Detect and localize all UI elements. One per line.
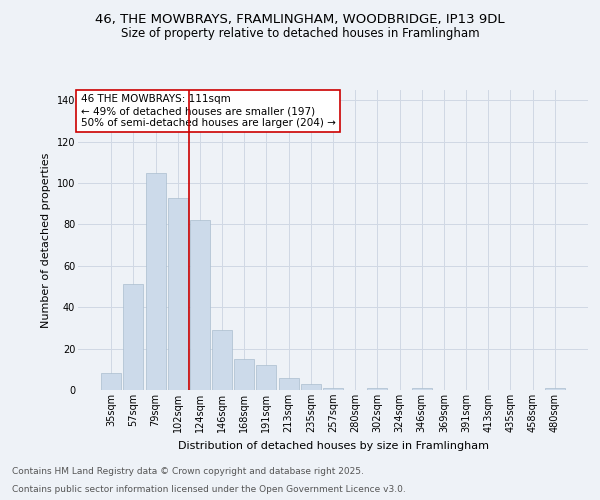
Text: Contains public sector information licensed under the Open Government Licence v3: Contains public sector information licen… (12, 485, 406, 494)
Bar (323, 388, 343, 390)
Bar (301, 384, 321, 390)
Bar (168, 198, 188, 390)
Bar (256, 365, 277, 390)
Bar (146, 173, 166, 390)
Bar (190, 220, 210, 390)
Bar (124, 284, 143, 390)
Text: 46 THE MOWBRAYS: 111sqm
← 49% of detached houses are smaller (197)
50% of semi-d: 46 THE MOWBRAYS: 111sqm ← 49% of detache… (80, 94, 335, 128)
Bar (278, 378, 299, 390)
Bar (101, 374, 121, 390)
X-axis label: Distribution of detached houses by size in Framlingham: Distribution of detached houses by size … (178, 440, 488, 450)
Text: Size of property relative to detached houses in Framlingham: Size of property relative to detached ho… (121, 28, 479, 40)
Bar (367, 388, 388, 390)
Bar (234, 359, 254, 390)
Text: Contains HM Land Registry data © Crown copyright and database right 2025.: Contains HM Land Registry data © Crown c… (12, 467, 364, 476)
Y-axis label: Number of detached properties: Number of detached properties (41, 152, 51, 328)
Bar (412, 388, 432, 390)
Text: 46, THE MOWBRAYS, FRAMLINGHAM, WOODBRIDGE, IP13 9DL: 46, THE MOWBRAYS, FRAMLINGHAM, WOODBRIDG… (95, 12, 505, 26)
Bar (545, 388, 565, 390)
Bar (212, 330, 232, 390)
